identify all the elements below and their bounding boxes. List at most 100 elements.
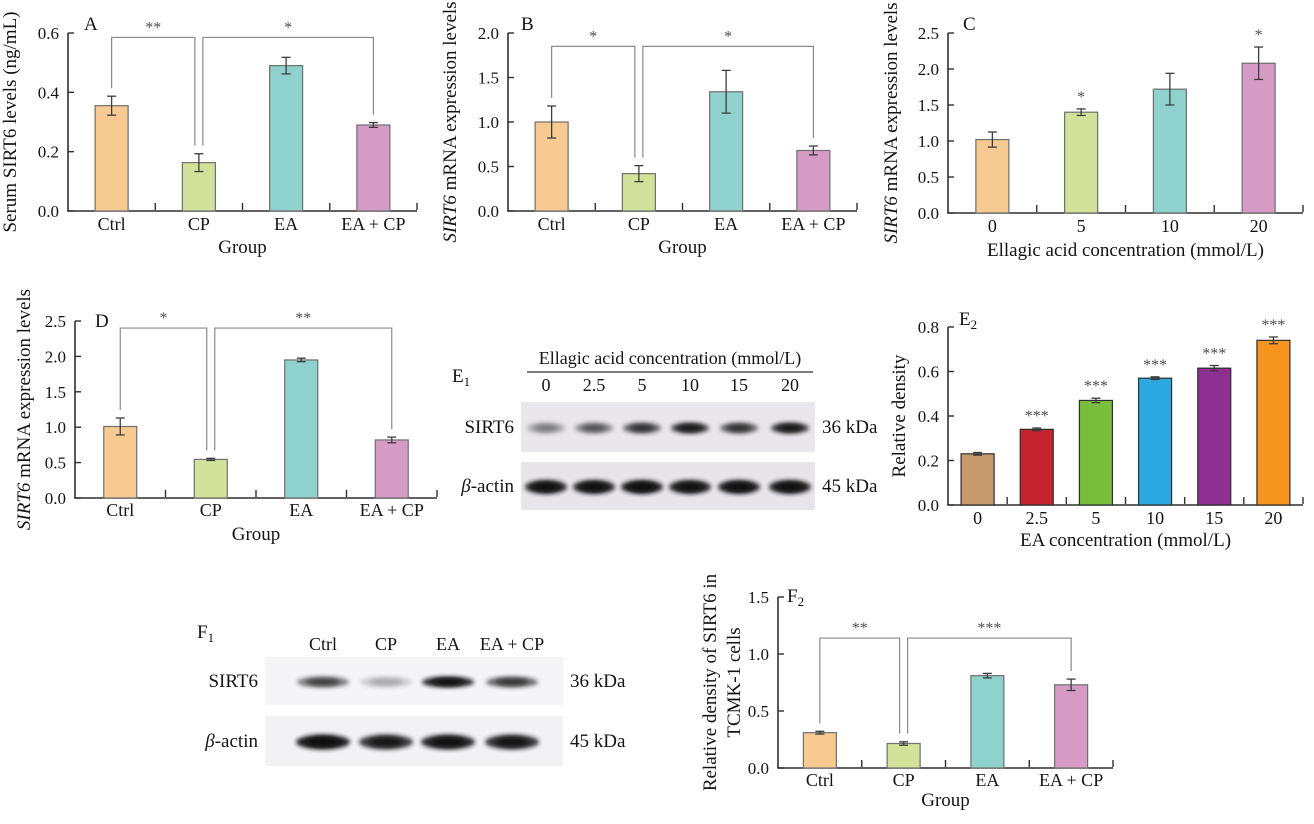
bar-Ctrl	[802, 732, 837, 769]
y-tick-label: 0.5	[45, 454, 66, 473]
y-tick-label: 0.0	[38, 202, 59, 221]
panel-letter-E2: E2	[959, 309, 977, 332]
blot-band-core	[628, 482, 656, 492]
blot-band-core	[678, 424, 702, 432]
kda-label: 36 kDa	[822, 417, 878, 438]
y-tick-label: 1.0	[748, 645, 769, 664]
y-tick-label: 1.0	[45, 418, 66, 437]
bar-20	[1256, 339, 1291, 506]
category-label: 15	[1205, 508, 1223, 528]
category-label: EA + CP	[781, 214, 845, 234]
y-tick-label: 2.0	[918, 60, 939, 79]
bar-20	[1241, 62, 1276, 214]
x-axis-label: Group	[232, 524, 281, 545]
blot-row-label: β-actin	[460, 476, 514, 497]
blot-band-core	[630, 424, 654, 432]
panel-letter-E1: E1	[452, 366, 470, 389]
significance-stars: *	[1077, 89, 1085, 106]
significance-stars: ***	[1261, 317, 1285, 334]
x-axis-label: Group	[921, 790, 970, 811]
y-tick-label: 2.5	[918, 24, 939, 43]
blot-band-core	[676, 482, 704, 492]
y-tick-label: 2.0	[478, 24, 499, 43]
y-tick-label: 0.0	[478, 202, 499, 221]
y-tick-label: 0.8	[918, 318, 939, 337]
significance-stars: ***	[1025, 408, 1049, 425]
category-label: EA + CP	[341, 214, 405, 234]
significance-stars: **	[145, 19, 161, 36]
blot-band-core	[431, 737, 465, 747]
y-tick-label: 1.0	[478, 113, 499, 132]
category-label: 2.5	[1026, 508, 1049, 528]
y-axis-label: SIRT6 mRNA expression levels	[14, 289, 35, 530]
bar-CP	[181, 162, 216, 212]
bar-EA + CP	[374, 439, 409, 499]
blot-band-core	[580, 482, 608, 492]
significance-stars: *	[724, 28, 732, 45]
blot-band-core	[532, 482, 560, 492]
category-label: 5	[1091, 508, 1100, 528]
blot-membrane	[265, 716, 563, 766]
significance-bracket	[111, 36, 196, 146]
panel-E1: E1 Ellagic acid concentration (mmol/L) 0 2.…	[452, 348, 878, 510]
category-label: Ctrl	[538, 214, 566, 234]
significance-stars: *	[160, 310, 168, 327]
y-tick-label: 0.6	[918, 363, 939, 382]
panel-B: 0.0 0.5 1.0 1.5 2.0 Ctrl CP EA EA + CP * * Group SIR…	[440, 1, 858, 258]
bar-EA + CP	[796, 149, 831, 212]
blot-membrane	[521, 402, 815, 452]
panel-letter-A: A	[84, 14, 98, 35]
category-label: EA	[975, 770, 999, 790]
blot-band-core	[306, 678, 340, 686]
y-tick-label: 0.4	[918, 407, 940, 426]
bar-EA	[709, 91, 744, 212]
y-tick-label: 1.5	[478, 69, 499, 88]
y-tick-label: 0.5	[748, 702, 769, 721]
blot-membrane	[521, 462, 815, 510]
lane-label: 5	[638, 375, 647, 395]
blot-band-core	[727, 424, 751, 432]
significance-stars: **	[295, 310, 311, 327]
significance-stars: *	[1255, 27, 1263, 44]
y-axis-label: Relative density of SIRT6 in	[700, 573, 721, 791]
bar-0	[975, 138, 1010, 214]
bar-EA	[269, 65, 304, 212]
category-label: 10	[1161, 216, 1179, 236]
significance-bracket	[819, 637, 901, 734]
significance-stars: *	[284, 19, 292, 36]
x-axis-label: Group	[218, 237, 267, 258]
category-label: EA + CP	[360, 500, 424, 520]
bar-5	[1064, 111, 1099, 214]
y-tick-label: 0.0	[748, 759, 769, 778]
significance-bracket	[551, 45, 636, 158]
blot-band-core	[306, 737, 340, 747]
x-axis-label: Ellagic acid concentration (mmol/L)	[987, 240, 1264, 261]
blot-band-core	[431, 678, 465, 686]
category-label: 0	[988, 216, 997, 236]
blot-band-core	[495, 737, 529, 747]
significance-bracket	[214, 327, 393, 451]
category-label: EA	[714, 214, 738, 234]
bar-10	[1137, 377, 1173, 506]
category-label: EA	[274, 214, 298, 234]
y-tick-label: 1.5	[45, 383, 66, 402]
bar-2.5	[1019, 428, 1054, 506]
significance-stars: ***	[1143, 357, 1167, 374]
lane-label: EA + CP	[480, 634, 544, 654]
panel-letter-F1: F1	[197, 622, 214, 645]
significance-stars: ***	[1202, 345, 1226, 362]
y-tick-label: 0.0	[45, 489, 66, 508]
bar-EA	[284, 359, 319, 499]
blot-row-label: SIRT6	[208, 671, 258, 692]
y-tick-label: 1.0	[918, 132, 939, 151]
panel-letter-F2: F2	[787, 586, 804, 609]
panel-letter-D: D	[95, 311, 109, 332]
blot-band-core	[369, 737, 403, 747]
bar-Ctrl	[103, 425, 138, 499]
bar-Ctrl	[94, 105, 129, 212]
blot-band-core	[495, 678, 529, 686]
y-tick-label: 0.0	[918, 496, 939, 515]
